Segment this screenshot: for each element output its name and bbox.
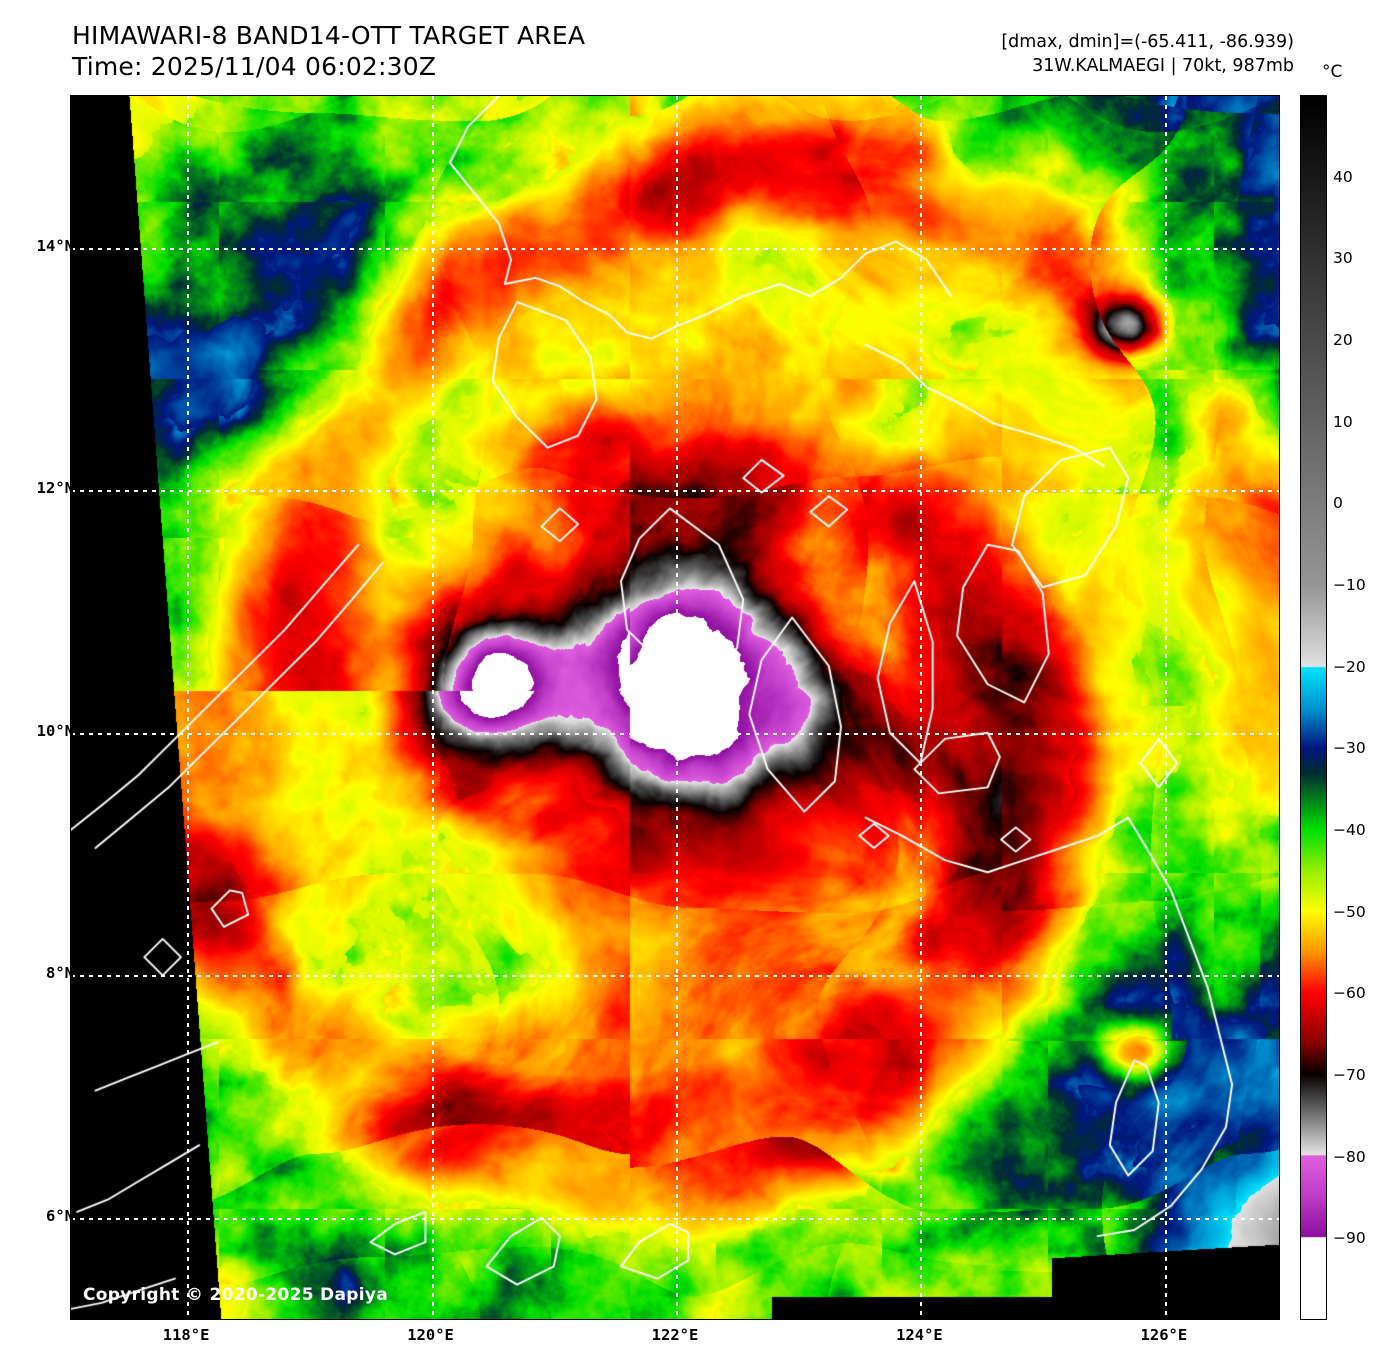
- colorbar-tick-label: −10: [1333, 576, 1366, 594]
- colorbar-tick-label: −40: [1333, 821, 1366, 839]
- title-block: HIMAWARI-8 BAND14-OTT TARGET AREA Time: …: [72, 20, 585, 82]
- storm-info-label: 31W.KALMAEGI | 70kt, 987mb: [1032, 56, 1294, 76]
- colorbar-tick-label: 20: [1333, 331, 1353, 349]
- colorbar-unit-label: °C: [1322, 62, 1343, 82]
- latitude-tick-label: 14°N: [36, 236, 74, 255]
- latitude-tick-label: 12°N: [36, 479, 74, 498]
- colorbar-tick-label: −30: [1333, 739, 1366, 758]
- temperature-colorbar: [1300, 95, 1327, 1320]
- data-range-label: [dmax, dmin]=(-65.411, -86.939): [1001, 32, 1294, 52]
- colorbar-gradient: [1301, 96, 1326, 1319]
- latitude-tick-label: 10°N: [36, 721, 74, 740]
- metadata-block: [dmax, dmin]=(-65.411, -86.939) 31W.KALM…: [1001, 30, 1294, 78]
- longitude-tick-label: 118°E: [162, 1326, 210, 1344]
- colorbar-tick-label: −60: [1333, 984, 1366, 1003]
- latitude-tick-label: 6°N: [46, 1206, 74, 1225]
- colorbar-tick-label: 40: [1333, 167, 1353, 186]
- colorbar-tick-label: 10: [1333, 412, 1353, 431]
- timestamp-label: Time: 2025/11/04 06:02:30Z: [72, 52, 437, 81]
- satellite-image-plot: Copyright © 2020-2025 Dapiya: [70, 95, 1280, 1320]
- colorbar-tick-label: −90: [1333, 1229, 1366, 1248]
- latitude-tick-label: 8°N: [46, 964, 74, 983]
- longitude-tick-label: 120°E: [407, 1326, 454, 1344]
- infrared-brightness-temperature-raster: [71, 96, 1279, 1319]
- colorbar-tick-label: −20: [1333, 657, 1366, 676]
- colorbar-tick-label: 30: [1333, 249, 1353, 268]
- longitude-tick-label: 126°E: [1140, 1326, 1188, 1344]
- colorbar-tick-label: −80: [1333, 1147, 1366, 1166]
- longitude-tick-label: 124°E: [896, 1326, 943, 1344]
- page-title: HIMAWARI-8 BAND14-OTT TARGET AREA: [72, 21, 586, 50]
- copyright-label: Copyright © 2020-2025 Dapiya: [83, 1285, 388, 1305]
- colorbar-tick-label: −50: [1333, 902, 1366, 921]
- longitude-tick-label: 122°E: [651, 1326, 699, 1344]
- colorbar-tick-label: −70: [1333, 1066, 1366, 1084]
- colorbar-tick-label: 0: [1333, 494, 1343, 513]
